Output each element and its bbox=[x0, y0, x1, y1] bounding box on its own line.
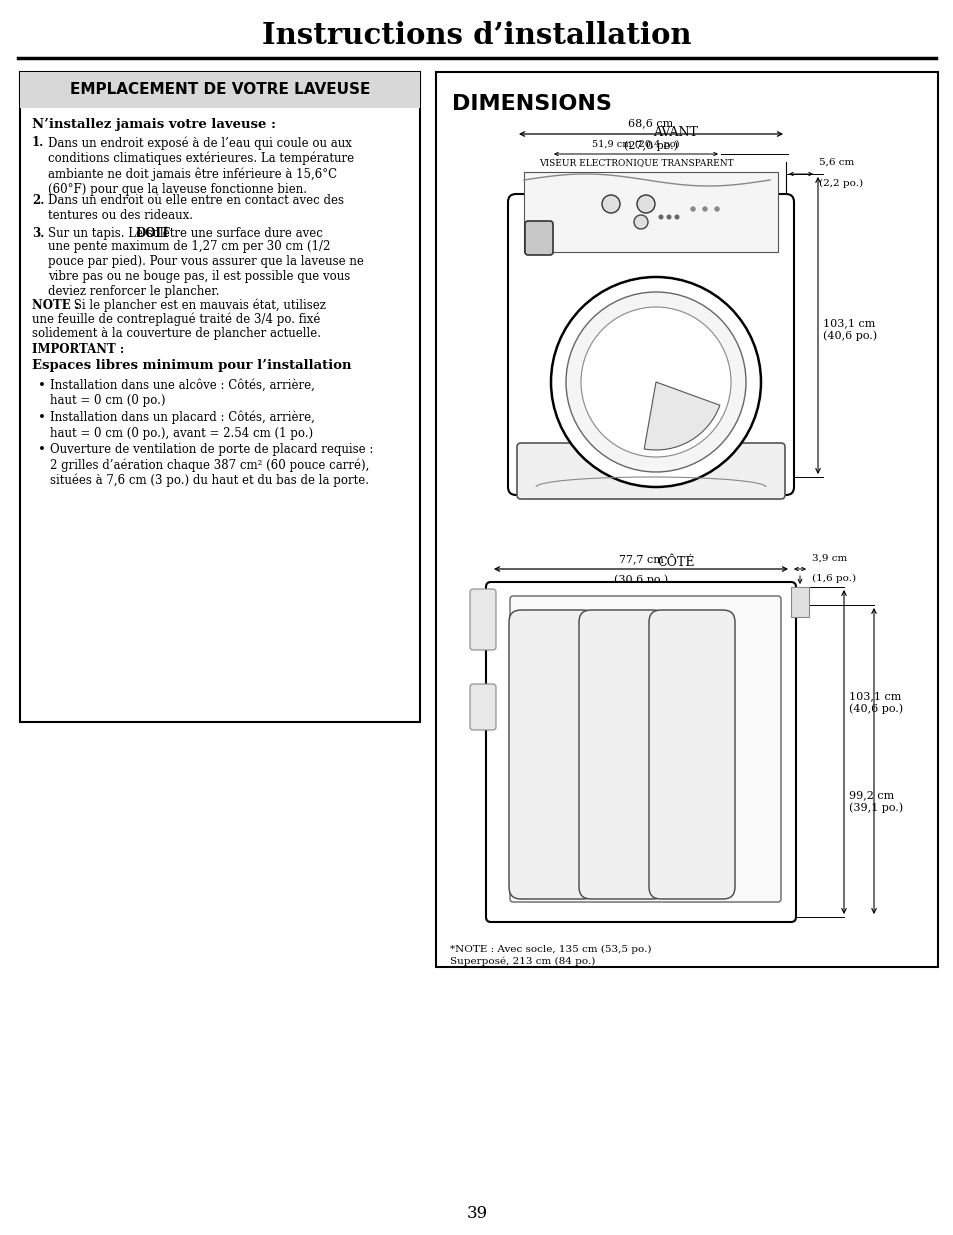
FancyBboxPatch shape bbox=[470, 684, 496, 730]
Text: Dans un endroit où elle entre en contact avec des
tentures ou des rideaux.: Dans un endroit où elle entre en contact… bbox=[48, 194, 344, 222]
Circle shape bbox=[714, 207, 719, 211]
Text: Installation dans un placard : Côtés, arrière,
haut = 0 cm (0 po.), avant = 2.54: Installation dans un placard : Côtés, ar… bbox=[50, 411, 314, 440]
FancyBboxPatch shape bbox=[524, 221, 553, 254]
Text: (27,0 po.): (27,0 po.) bbox=[623, 140, 678, 151]
Text: CÔTÉ: CÔTÉ bbox=[657, 556, 694, 568]
Circle shape bbox=[601, 195, 619, 212]
Text: EMPLACEMENT DE VOTRE LAVEUSE: EMPLACEMENT DE VOTRE LAVEUSE bbox=[70, 83, 370, 98]
Circle shape bbox=[675, 215, 679, 219]
Text: 3.: 3. bbox=[32, 227, 45, 240]
Text: (1,6 po.): (1,6 po.) bbox=[811, 574, 855, 583]
Text: Installation dans une alcôve : Côtés, arrière,
haut = 0 cm (0 po.): Installation dans une alcôve : Côtés, ar… bbox=[50, 379, 314, 408]
Text: 1.: 1. bbox=[32, 136, 44, 149]
Text: 99,2 cm
(39,1 po.): 99,2 cm (39,1 po.) bbox=[848, 790, 902, 813]
Text: 51,9 cm (20,4 po): 51,9 cm (20,4 po) bbox=[592, 140, 679, 149]
Text: (2,2 po.): (2,2 po.) bbox=[818, 179, 862, 188]
FancyBboxPatch shape bbox=[485, 582, 795, 923]
Bar bbox=[523, 172, 778, 252]
Circle shape bbox=[637, 195, 655, 212]
FancyBboxPatch shape bbox=[648, 610, 734, 899]
FancyBboxPatch shape bbox=[509, 610, 595, 899]
Circle shape bbox=[659, 215, 662, 219]
Circle shape bbox=[551, 277, 760, 487]
FancyBboxPatch shape bbox=[510, 597, 781, 902]
Circle shape bbox=[666, 215, 670, 219]
Circle shape bbox=[565, 291, 745, 472]
Text: •: • bbox=[38, 443, 46, 456]
Text: Si le plancher est en mauvais état, utilisez: Si le plancher est en mauvais état, util… bbox=[70, 299, 326, 312]
Text: N’installez jamais votre laveuse :: N’installez jamais votre laveuse : bbox=[32, 119, 275, 131]
Circle shape bbox=[690, 207, 695, 211]
Text: NOTE :: NOTE : bbox=[32, 299, 79, 312]
Bar bbox=[20, 72, 419, 722]
FancyBboxPatch shape bbox=[470, 589, 496, 650]
Text: une feuille de contreplagué traité de 3/4 po. fixé
solidement à la couverture de: une feuille de contreplagué traité de 3/… bbox=[32, 312, 320, 341]
Text: Superposé, 213 cm (84 po.): Superposé, 213 cm (84 po.) bbox=[450, 957, 595, 967]
Bar bbox=[790, 587, 808, 618]
Text: IMPORTANT :: IMPORTANT : bbox=[32, 343, 124, 356]
Wedge shape bbox=[643, 382, 720, 450]
Bar bbox=[20, 72, 419, 107]
Text: 103,1 cm
(40,6 po.): 103,1 cm (40,6 po.) bbox=[822, 319, 876, 341]
FancyBboxPatch shape bbox=[507, 194, 793, 495]
Text: 39: 39 bbox=[466, 1204, 487, 1221]
Circle shape bbox=[634, 215, 647, 228]
Text: DOIT: DOIT bbox=[135, 227, 170, 240]
Text: •: • bbox=[38, 379, 46, 391]
Text: 77,7 cm: 77,7 cm bbox=[618, 555, 662, 564]
Bar bbox=[436, 72, 937, 967]
Text: 68,6 cm: 68,6 cm bbox=[628, 119, 673, 128]
Text: Instructions d’installation: Instructions d’installation bbox=[262, 21, 691, 51]
Circle shape bbox=[702, 207, 706, 211]
Text: 5,6 cm: 5,6 cm bbox=[818, 158, 853, 167]
Text: être une surface dure avec: être une surface dure avec bbox=[159, 227, 322, 240]
Text: Espaces libres minimum pour l’installation: Espaces libres minimum pour l’installati… bbox=[32, 359, 351, 372]
Text: DIMENSIONS: DIMENSIONS bbox=[452, 94, 611, 114]
Text: Dans un endroit exposé à de l’eau qui coule ou aux
conditions climatiques extéri: Dans un endroit exposé à de l’eau qui co… bbox=[48, 136, 354, 195]
FancyBboxPatch shape bbox=[517, 443, 784, 499]
Text: 3,9 cm: 3,9 cm bbox=[811, 555, 846, 563]
Text: •: • bbox=[38, 411, 46, 424]
Text: *NOTE : Avec socle, 135 cm (53,5 po.): *NOTE : Avec socle, 135 cm (53,5 po.) bbox=[450, 945, 651, 955]
Circle shape bbox=[580, 308, 730, 457]
Text: 2.: 2. bbox=[32, 194, 45, 207]
Text: VISEUR ELECTRONIQUE TRANSPARENT: VISEUR ELECTRONIQUE TRANSPARENT bbox=[538, 158, 733, 167]
Text: une pente maximum de 1,27 cm per 30 cm (1/2
pouce par pied). Pour vous assurer q: une pente maximum de 1,27 cm per 30 cm (… bbox=[48, 240, 363, 298]
Text: Ouverture de ventilation de porte de placard requise :
2 grilles d’aération chaq: Ouverture de ventilation de porte de pla… bbox=[50, 443, 373, 487]
Text: 103,1 cm
(40,6 po.): 103,1 cm (40,6 po.) bbox=[848, 692, 902, 714]
Text: Sur un tapis. Le sol: Sur un tapis. Le sol bbox=[48, 227, 167, 240]
FancyBboxPatch shape bbox=[578, 610, 664, 899]
Text: (30,6 po.): (30,6 po.) bbox=[614, 574, 667, 584]
Text: AVANT: AVANT bbox=[653, 126, 698, 138]
